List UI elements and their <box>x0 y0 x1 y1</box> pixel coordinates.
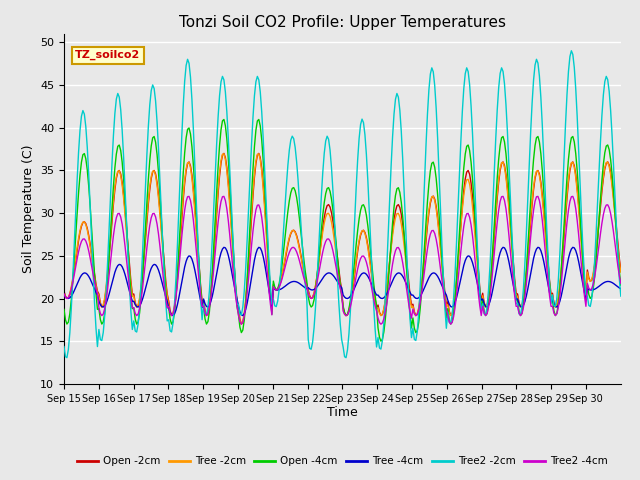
Text: TZ_soilco2: TZ_soilco2 <box>75 50 140 60</box>
Title: Tonzi Soil CO2 Profile: Upper Temperatures: Tonzi Soil CO2 Profile: Upper Temperatur… <box>179 15 506 30</box>
X-axis label: Time: Time <box>327 407 358 420</box>
Y-axis label: Soil Temperature (C): Soil Temperature (C) <box>22 144 35 273</box>
Legend: Open -2cm, Tree -2cm, Open -4cm, Tree -4cm, Tree2 -2cm, Tree2 -4cm: Open -2cm, Tree -2cm, Open -4cm, Tree -4… <box>73 452 612 470</box>
